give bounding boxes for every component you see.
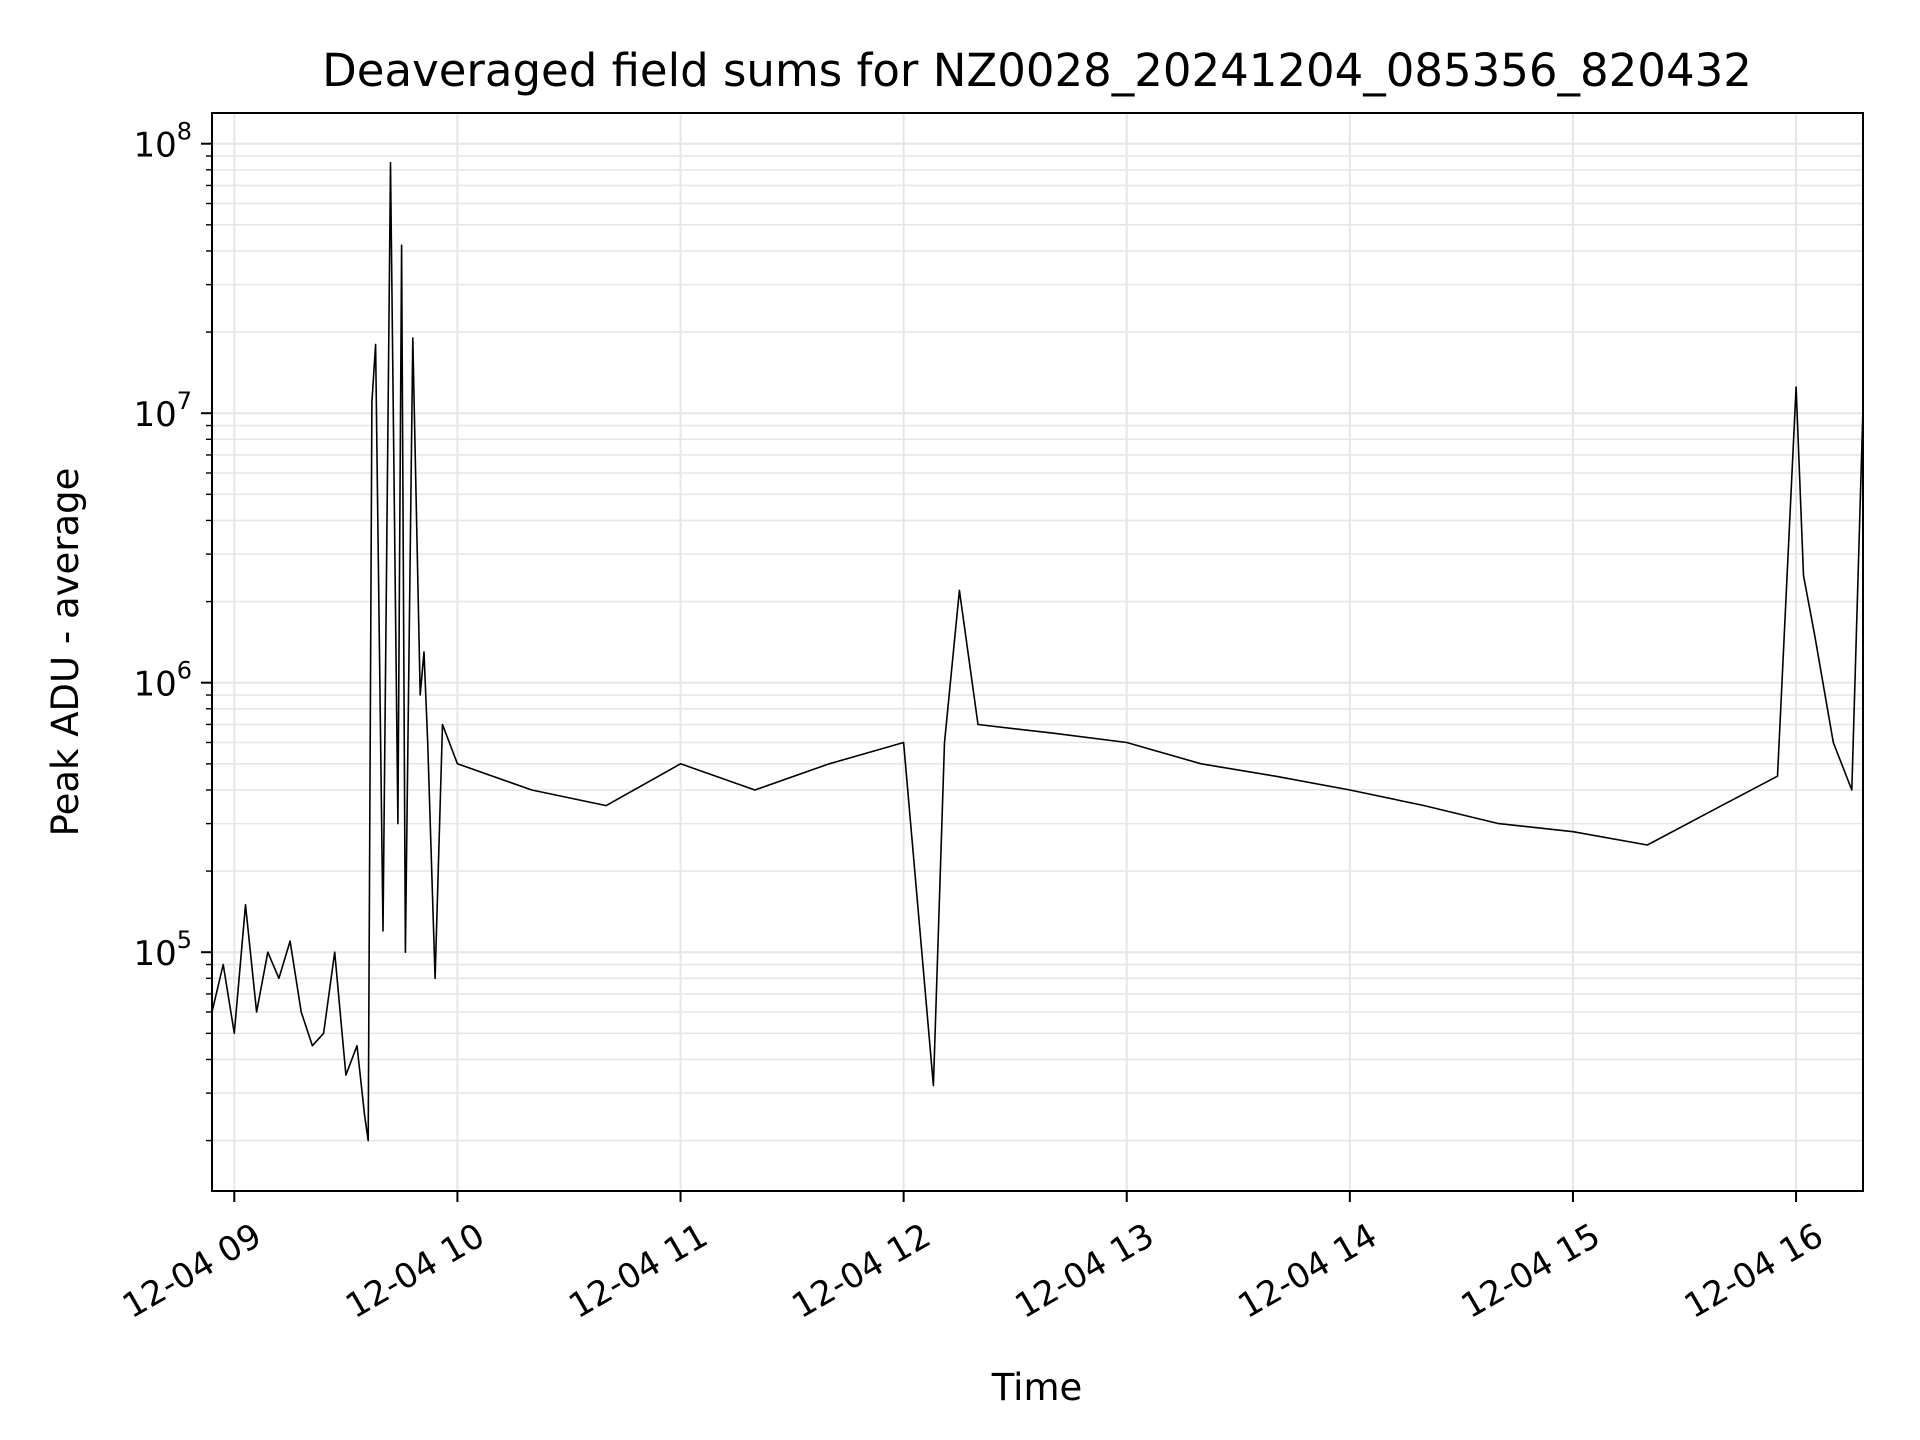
y-tick-label-exponent: 6: [177, 657, 192, 685]
series-line: [211, 161, 1864, 1142]
y-tick-label-base: 10: [133, 395, 176, 435]
y-tick-label: 108: [133, 118, 192, 166]
y-axis-label: Peak ADU - average: [44, 468, 87, 837]
x-axis-label: Time: [991, 1366, 1083, 1409]
grid: [212, 113, 1863, 1191]
y-tick-label-base: 10: [133, 934, 176, 974]
plot-area: [211, 161, 1864, 1142]
y-tick-label-exponent: 7: [177, 387, 192, 415]
chart-title: Deaveraged field sums for NZ0028_2024120…: [322, 44, 1752, 97]
y-tick-label: 106: [133, 657, 192, 705]
y-tick-label: 107: [133, 387, 192, 435]
y-tick-label: 105: [133, 926, 192, 974]
y-tick-label-exponent: 8: [177, 118, 192, 146]
y-tick-label-base: 10: [133, 665, 176, 705]
plot-frame: [211, 112, 1864, 1192]
y-tick-label-exponent: 5: [177, 926, 192, 954]
y-tick-label-base: 10: [133, 126, 176, 166]
